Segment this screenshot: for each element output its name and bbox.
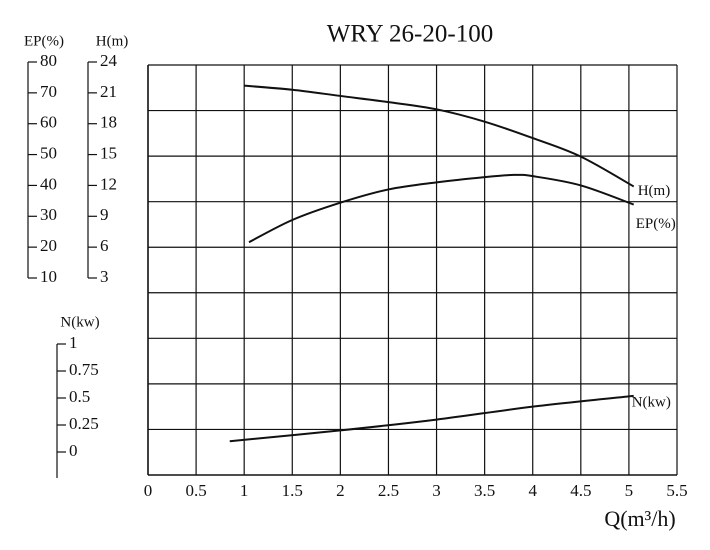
- y-tick-label: 9: [100, 205, 109, 224]
- ep-axis-title: EP(%): [24, 33, 64, 49]
- y-tick-label: 0.25: [69, 414, 99, 433]
- x-tick-label: 1: [240, 481, 249, 500]
- y-tick-label: 30: [40, 205, 57, 224]
- y-tick-label: 70: [40, 82, 57, 101]
- x-tick-label: 4: [528, 481, 537, 500]
- y-tick-label: 18: [100, 113, 117, 132]
- x-tick-label: 2.5: [378, 481, 399, 500]
- y-tick-label: 21: [100, 82, 117, 101]
- y-tick-label: 3: [100, 267, 109, 286]
- y-tick-label: 10: [40, 267, 57, 286]
- y-tick-label: 1: [69, 333, 78, 352]
- x-tick-label: 2: [336, 481, 345, 500]
- curve: [248, 173, 635, 244]
- h-axis-title: H(m): [96, 33, 129, 49]
- curve-label: H(m): [638, 183, 671, 199]
- y-tick-label: 0.5: [69, 387, 90, 406]
- x-axis-title: Q(m³/h): [604, 506, 675, 531]
- x-tick-label: 5.5: [666, 481, 687, 500]
- x-tick-label: 3: [432, 481, 441, 500]
- y-tick-label: 40: [40, 174, 57, 193]
- y-tick-label: 15: [100, 143, 117, 162]
- x-tick-label: 0.5: [185, 481, 206, 500]
- curve: [229, 394, 634, 443]
- y-tick-label: 20: [40, 236, 57, 255]
- curve-label: N(kw): [632, 394, 671, 410]
- x-tick-label: 5: [625, 481, 634, 500]
- x-tick-label: 0: [144, 481, 153, 500]
- y-tick-label: 6: [100, 236, 109, 255]
- y-tick-label: 12: [100, 174, 117, 193]
- y-tick-label: 0.75: [69, 360, 99, 379]
- n-axis-title: N(kw): [60, 314, 99, 330]
- y-tick-label: 24: [100, 51, 118, 70]
- x-tick-label: 3.5: [474, 481, 495, 500]
- y-tick-label: 50: [40, 143, 57, 162]
- y-tick-label: 80: [40, 51, 57, 70]
- chart-title: WRY 26-20-100: [327, 21, 493, 48]
- x-tick-label: 1.5: [282, 481, 303, 500]
- y-tick-label: 60: [40, 113, 57, 132]
- x-tick-label: 4.5: [570, 481, 591, 500]
- curve: [244, 84, 635, 188]
- y-tick-label: 0: [69, 441, 78, 460]
- curve-label: EP(%): [636, 216, 676, 232]
